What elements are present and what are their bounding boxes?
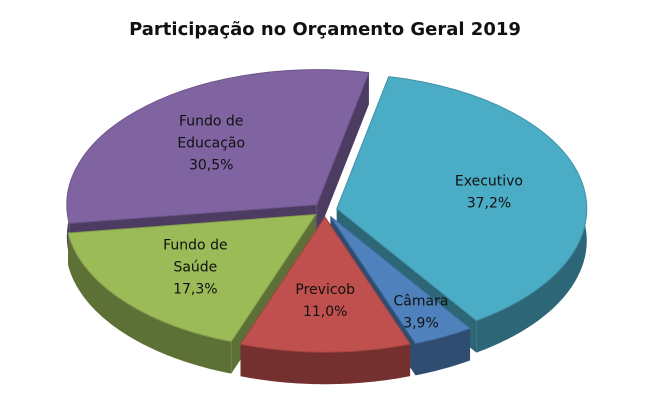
slice-wall xyxy=(316,72,369,237)
slice xyxy=(66,69,370,224)
slice xyxy=(67,213,317,343)
slice-side xyxy=(415,328,471,376)
slice-label: Fundo de Educação xyxy=(177,113,245,151)
value-label: 17,3% xyxy=(173,281,217,297)
slice xyxy=(239,216,411,353)
value-label: 30,5% xyxy=(189,157,233,173)
slice-label: Previcob xyxy=(295,282,355,298)
chart-title: Participação no Orçamento Geral 2019 xyxy=(129,19,521,40)
slice-group xyxy=(239,216,411,385)
slice xyxy=(336,76,588,322)
slice xyxy=(330,216,472,344)
slice-label: Câmara xyxy=(394,294,449,310)
value-label: 37,2% xyxy=(467,196,511,212)
slice-side xyxy=(240,344,411,385)
value-label: 3,9% xyxy=(403,316,439,332)
slice-label: Executivo xyxy=(455,174,523,190)
slice-label: Fundo de Saúde xyxy=(163,237,227,275)
slice-side xyxy=(68,233,232,374)
value-label: 11,0% xyxy=(303,304,347,320)
